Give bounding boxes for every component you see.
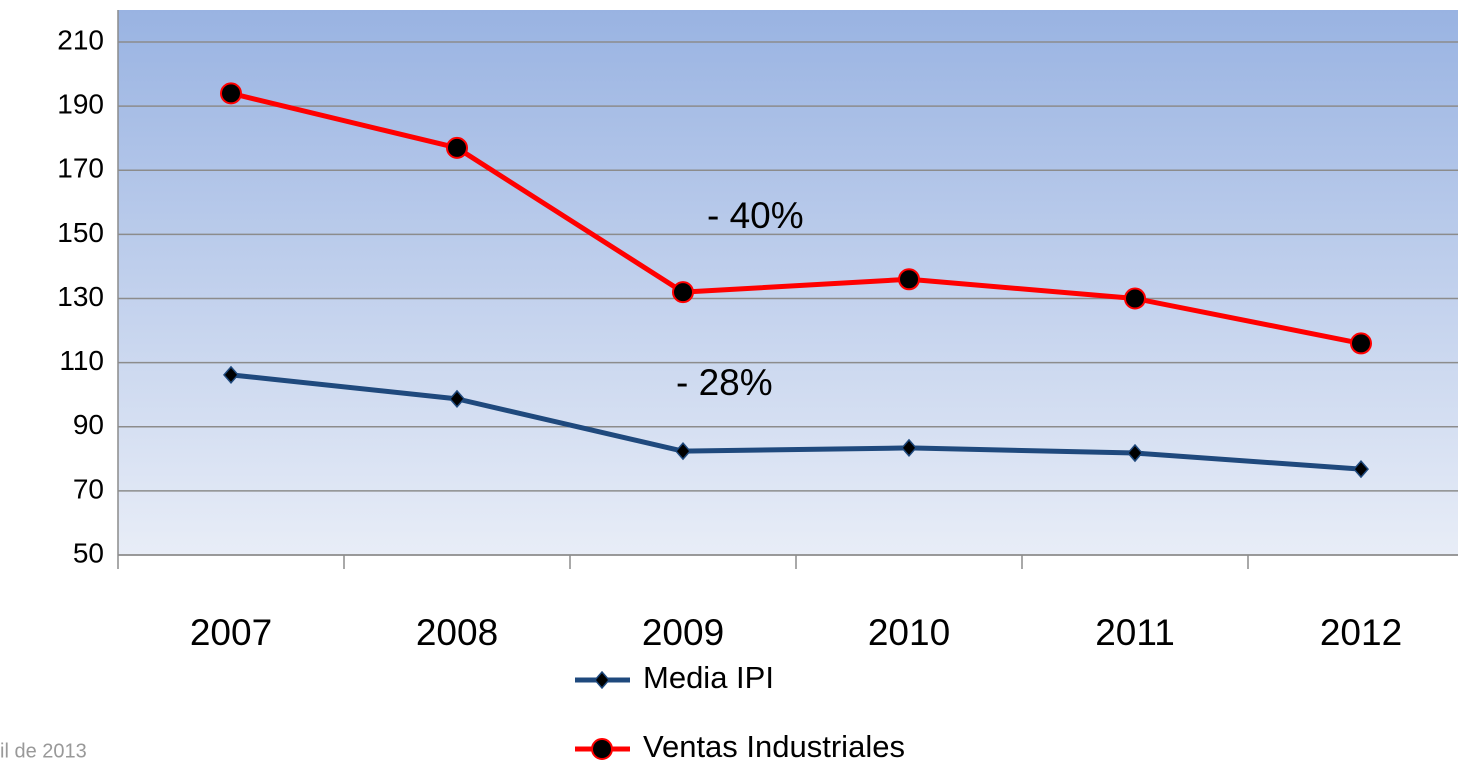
marker (898, 268, 920, 291)
series-line (230, 90, 1362, 346)
y-tick-label: 150 (57, 217, 104, 248)
y-tick-label: 190 (57, 89, 104, 120)
marker (1124, 287, 1146, 310)
y-tick-label: 90 (73, 409, 104, 440)
marker (901, 438, 917, 458)
x-tick-label: 2009 (642, 612, 724, 653)
marker (220, 82, 242, 105)
x-tick-label: 2010 (868, 612, 950, 653)
legend-label: Ventas Industriales (643, 729, 905, 763)
x-tick-label: 2007 (190, 612, 272, 653)
plot-area (118, 10, 1458, 555)
marker (1353, 459, 1369, 479)
marker (446, 136, 468, 159)
marker (672, 281, 694, 304)
marker (675, 441, 691, 461)
series-line (230, 372, 1362, 472)
marker (594, 670, 610, 690)
y-tick-label: 110 (59, 345, 104, 376)
legend-label: Media IPI (643, 660, 774, 695)
marker (591, 738, 613, 760)
marker (1350, 332, 1372, 355)
marker (449, 389, 465, 409)
y-tick-label: 210 (57, 24, 104, 55)
annotation: - 40% (707, 195, 804, 236)
y-tick-label: 70 (73, 473, 104, 504)
y-tick-label: 50 (73, 537, 104, 568)
x-tick-label: 2008 (416, 612, 498, 653)
marker (1127, 443, 1143, 463)
x-tick-label: 2012 (1320, 612, 1402, 653)
y-tick-label: 170 (57, 153, 104, 184)
annotation: - 28% (676, 362, 773, 403)
y-tick-label: 130 (57, 281, 104, 312)
x-tick-label: 2011 (1095, 612, 1175, 653)
footer: il de 2013 (0, 740, 87, 762)
marker (223, 365, 239, 384)
